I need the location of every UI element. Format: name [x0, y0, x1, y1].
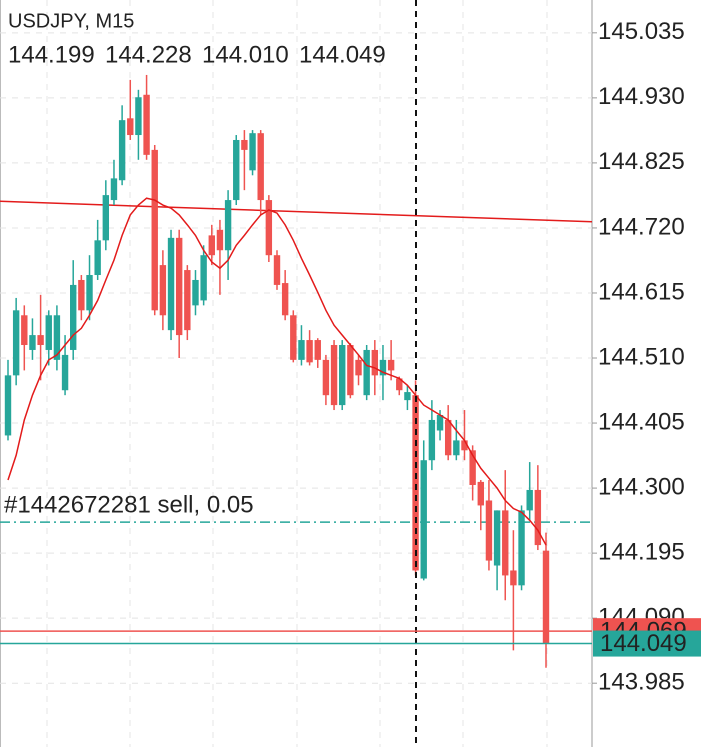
candle-body: [273, 255, 281, 285]
candle-body: [347, 345, 354, 396]
y-tick-label: 145.035: [598, 18, 685, 45]
candle-body: [534, 489, 542, 546]
candle-body: [208, 235, 215, 256]
candle-body: [4, 375, 12, 436]
candle-body: [379, 359, 387, 376]
candle-body: [298, 340, 305, 360]
candle-body: [322, 359, 330, 396]
candle-body: [118, 120, 126, 181]
ohlc-label: 144.228: [105, 41, 192, 68]
candle-body: [339, 345, 346, 406]
candle-body: [330, 345, 338, 406]
ohlc-label: 144.049: [299, 41, 386, 68]
candle-body: [265, 200, 273, 256]
candle-body: [151, 149, 158, 311]
candle-body: [485, 500, 493, 561]
candle-body: [453, 440, 460, 456]
candle-body: [94, 240, 101, 276]
candle-body: [510, 570, 517, 586]
candle-body: [396, 378, 403, 391]
candle-body: [542, 550, 550, 644]
candle-body: [436, 415, 444, 431]
candle-body: [78, 279, 85, 311]
y-tick-label: 144.300: [598, 473, 685, 500]
y-tick-label: 144.510: [598, 343, 685, 370]
y-tick-label: 144.405: [598, 408, 685, 435]
trendline: [0, 200, 593, 223]
plot: [0, 32, 593, 684]
bid-tag-label: 144.049: [600, 630, 687, 657]
moving-average: [7, 197, 547, 546]
candle-body: [86, 275, 93, 311]
candle-body: [21, 315, 28, 346]
candle-body: [135, 97, 142, 136]
candle-body: [216, 229, 224, 251]
candle-body: [526, 489, 533, 511]
candle-body: [241, 139, 248, 150]
candle-body: [127, 118, 134, 136]
candle-body: [355, 359, 362, 376]
candle-body: [363, 349, 370, 396]
candle-body: [167, 237, 175, 331]
candle-body: [493, 510, 501, 566]
ohlc-label: 144.010: [202, 41, 289, 68]
candle-body: [371, 349, 379, 376]
candle-body: [233, 139, 240, 201]
candle-body: [469, 450, 476, 485]
candle-body: [249, 133, 256, 171]
candle-body: [461, 440, 468, 451]
candle-body: [70, 284, 77, 350]
candle-body: [306, 340, 313, 363]
candle-body: [102, 195, 110, 241]
candle-body: [110, 178, 118, 201]
candle-body: [29, 335, 36, 350]
bid-tag: [593, 630, 701, 657]
candle-body: [444, 419, 452, 456]
candle-body: [175, 237, 183, 336]
candle-body: [143, 94, 150, 155]
candle-body: [428, 419, 436, 461]
candle-body: [314, 340, 321, 360]
y-tick-label: 144.825: [598, 148, 685, 175]
candle-body: [159, 265, 167, 316]
y-tick-label: 144.930: [598, 83, 685, 110]
candle-body: [502, 510, 509, 576]
y-tick-label: 144.720: [598, 213, 685, 240]
order-label: #1442672281 sell, 0.05: [4, 492, 254, 519]
candle-body: [12, 310, 20, 376]
candle-body: [257, 133, 264, 201]
candle-body: [192, 279, 199, 306]
candle-body: [290, 315, 297, 360]
ohlc-label: 144.199: [8, 41, 95, 68]
candle-body: [184, 270, 191, 331]
candle-body: [518, 510, 525, 586]
candle-body: [477, 481, 484, 506]
candle-body: [37, 335, 44, 346]
candle-body: [224, 200, 232, 251]
candle-body: [387, 359, 395, 371]
candle-body: [404, 392, 411, 401]
candle-body: [412, 395, 419, 571]
candle-body: [61, 354, 69, 391]
candle-body: [281, 283, 289, 316]
candle-body: [200, 255, 207, 301]
candle-body: [53, 315, 61, 360]
chart-title: USDJPY, M15: [8, 10, 134, 32]
y-tick-label: 144.195: [598, 538, 685, 565]
candle-body: [45, 315, 52, 350]
y-tick-label: 144.615: [598, 278, 685, 305]
candle-body: [420, 460, 427, 579]
y-tick-label: 143.985: [598, 669, 685, 696]
